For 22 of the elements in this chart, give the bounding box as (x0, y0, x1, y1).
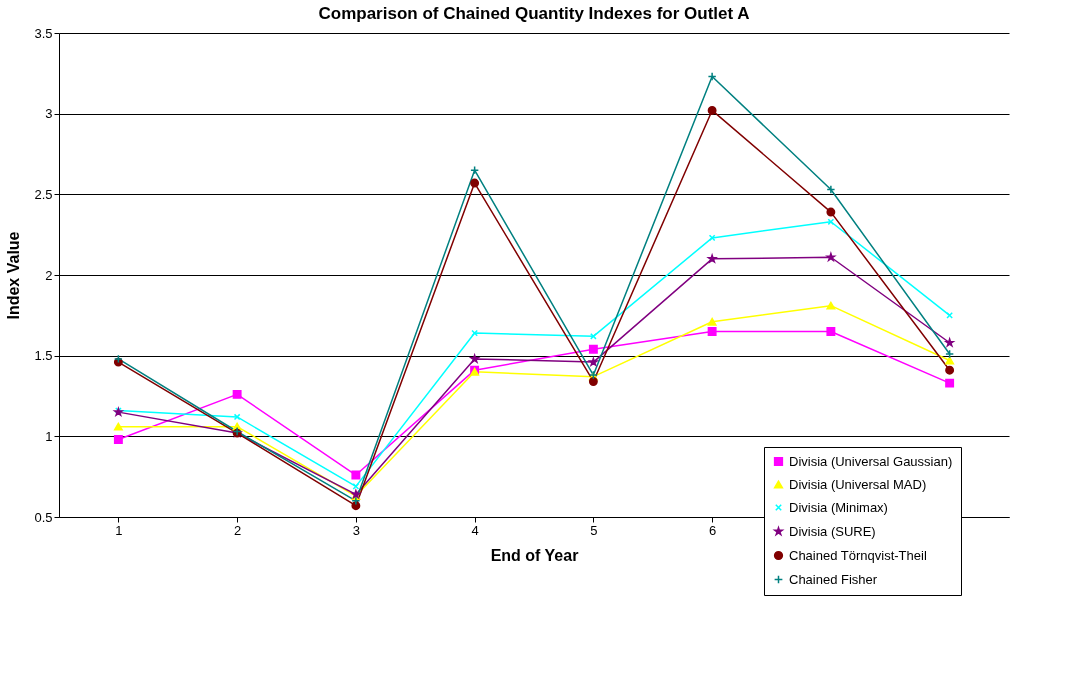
legend-label: Chained Törnqvist-Theil (789, 547, 927, 563)
y-tick-label: 1 (45, 428, 53, 444)
legend-label: Divisia (Universal Gaussian) (789, 453, 953, 469)
y-axis-title: Index Value (5, 231, 23, 320)
y-tick-label: 2 (45, 267, 53, 283)
y-tick-label: 3 (45, 106, 53, 122)
legend-label: Divisia (Minimax) (789, 499, 888, 515)
legend-label: Divisia (Universal MAD) (789, 476, 927, 492)
x-tick-label: 6 (709, 522, 717, 538)
y-tick-label: 3.5 (34, 25, 53, 41)
y-tick-label: 0.5 (34, 509, 53, 525)
chart-title: Comparison of Chained Quantity Indexes for Outlet A (318, 4, 750, 23)
x-tick-label: 2 (234, 522, 242, 538)
x-tick-label: 4 (471, 522, 479, 538)
y-tick-label: 2.5 (34, 186, 53, 202)
x-tick-label: 3 (352, 522, 360, 538)
x-axis-title: End of Year (490, 546, 579, 564)
x-tick-label: 5 (590, 522, 598, 538)
y-tick-label: 1.5 (34, 348, 53, 364)
legend-label: Divisia (SURE) (789, 523, 876, 539)
legend-label: Chained Fisher (789, 571, 878, 587)
x-tick-label: 1 (115, 522, 123, 538)
